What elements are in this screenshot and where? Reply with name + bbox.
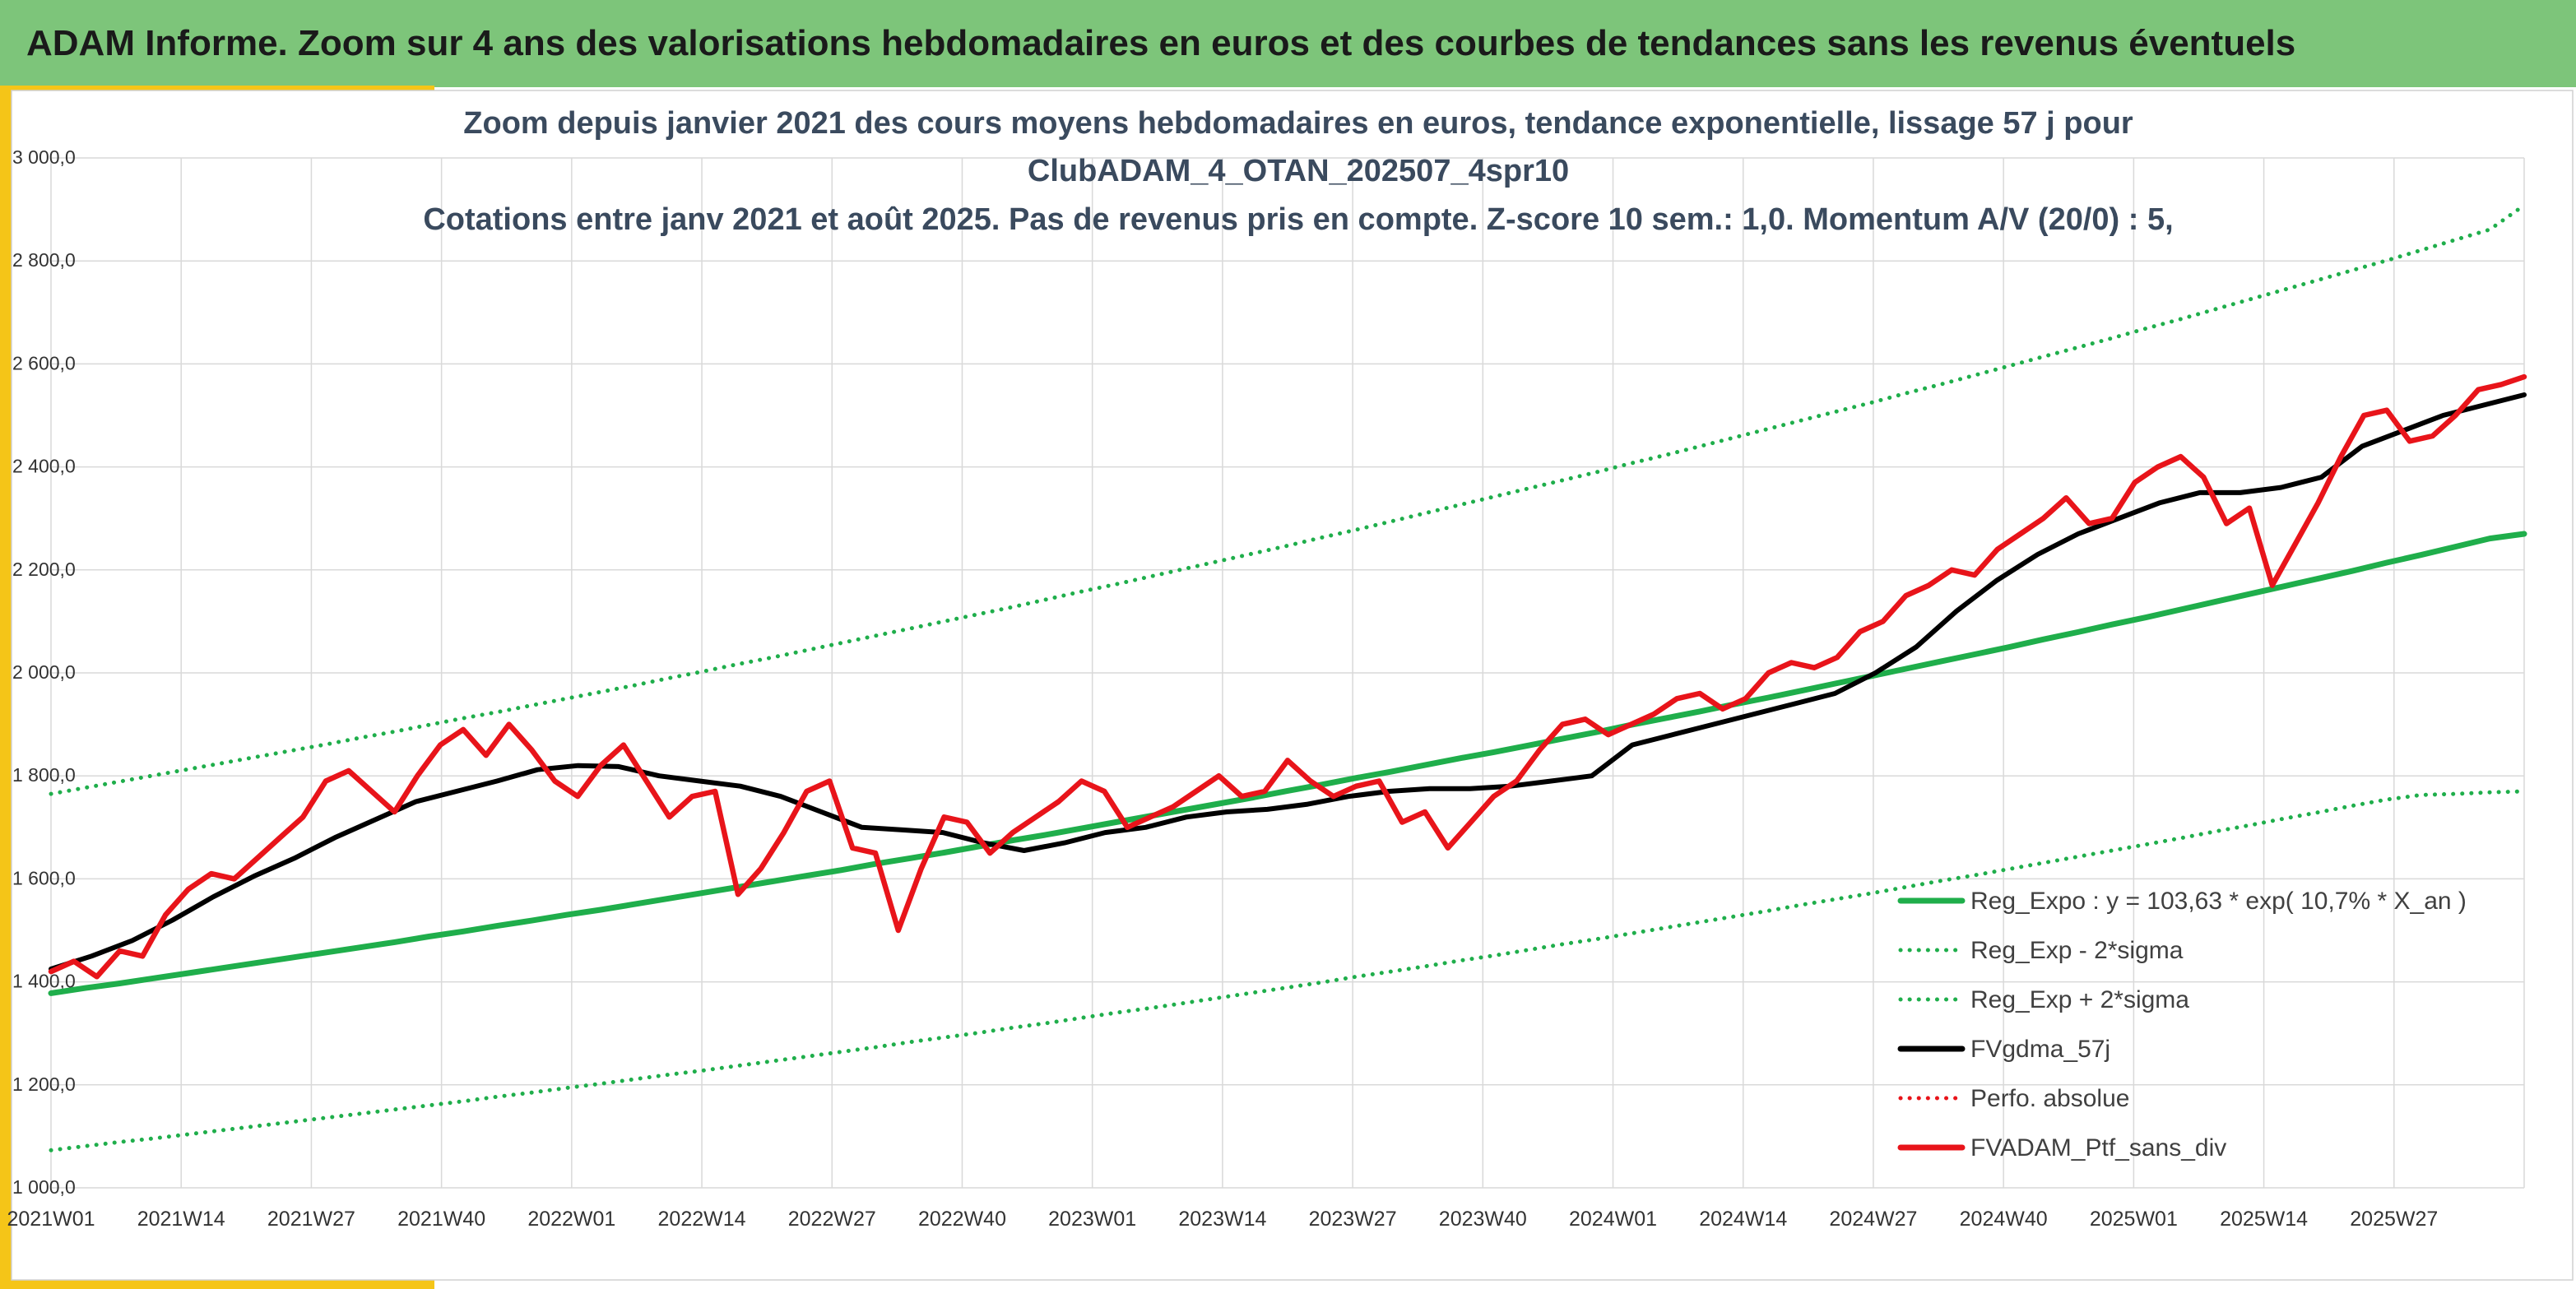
legend-label: Perfo. absolue: [1970, 1085, 2129, 1112]
x-tick-label: 2025W14: [2220, 1208, 2308, 1231]
legend-label: FVgdma_57j: [1970, 1036, 2110, 1063]
x-tick-label: 2023W40: [1439, 1208, 1527, 1231]
y-tick-label: 1 400,0: [12, 971, 76, 992]
series-line-5: [48, 373, 2527, 980]
chart-area: [11, 90, 2574, 1281]
report-banner: ADAM Informe. Zoom sur 4 ans des valoris…: [0, 0, 2576, 87]
series-line-2: [49, 203, 2527, 796]
chart-legend: Reg_Expo : y = 103,63 * exp( 10,7% * X_a…: [1897, 888, 2467, 1161]
legend-label: Reg_Exp + 2*sigma: [1970, 986, 2189, 1013]
legend-item: Reg_Expo : y = 103,63 * exp( 10,7% * X_a…: [1897, 888, 2467, 915]
chart-title-line: ClubADAM_4_OTAN_202507_4spr10: [1028, 154, 1569, 188]
y-tick-label: 1 600,0: [12, 867, 76, 888]
chart-title: Zoom depuis janvier 2021 des cours moyen…: [423, 106, 2173, 237]
x-tick-label: 2022W01: [527, 1208, 615, 1231]
legend-label: Reg_Exp - 2*sigma: [1970, 937, 2184, 964]
x-tick-label: 2024W40: [1960, 1208, 2048, 1231]
legend-item: FVgdma_57j: [1897, 1036, 2110, 1063]
x-tick-label: 2023W01: [1048, 1208, 1136, 1231]
x-axis: 2021W01 2021W14 2021W27 2021W40 2022W01 2022W…: [7, 1208, 2438, 1231]
y-tick-label: 1 200,0: [12, 1073, 76, 1095]
chart-series: [48, 203, 2527, 1152]
chart-grid: [50, 157, 2525, 1189]
x-tick-label: 2021W14: [137, 1208, 225, 1231]
x-tick-label: 2021W40: [397, 1208, 485, 1231]
legend-item: Reg_Exp - 2*sigma: [1898, 937, 2184, 964]
x-tick-label: 2024W14: [1699, 1208, 1787, 1231]
y-tick-label: 1 000,0: [12, 1176, 76, 1198]
y-tick-label: 2 200,0: [12, 559, 76, 580]
legend-label: Reg_Expo : y = 103,63 * exp( 10,7% * X_a…: [1970, 888, 2467, 915]
y-tick-label: 2 000,0: [12, 661, 76, 683]
x-tick-label: 2022W14: [658, 1208, 746, 1231]
x-tick-label: 2022W40: [918, 1208, 1006, 1231]
x-tick-label: 2023W27: [1309, 1208, 1397, 1231]
chart-title-line: Zoom depuis janvier 2021 des cours moyen…: [463, 106, 2133, 141]
x-tick-label: 2025W01: [2090, 1208, 2178, 1231]
legend-item: FVADAM_Ptf_sans_div: [1897, 1134, 2226, 1161]
x-tick-label: 2024W27: [1829, 1208, 1917, 1231]
y-tick-label: 3 000,0: [12, 146, 76, 168]
accent-strip-top: [0, 86, 434, 90]
legend-label: FVADAM_Ptf_sans_div: [1970, 1134, 2226, 1161]
x-tick-label: 2023W14: [1178, 1208, 1266, 1231]
y-tick-label: 2 400,0: [12, 456, 76, 477]
x-tick-label: 2024W01: [1569, 1208, 1657, 1231]
y-tick-label: 2 800,0: [12, 249, 76, 271]
x-tick-label: 2021W27: [267, 1208, 355, 1231]
legend-item: Perfo. absolue: [1898, 1085, 2129, 1112]
series-line-0: [48, 531, 2527, 996]
x-tick-label: 2021W01: [7, 1208, 95, 1231]
chart-title-line: Cotations entre janv 2021 et août 2025. …: [423, 202, 2173, 237]
x-tick-label: 2025W27: [2350, 1208, 2438, 1231]
legend-item: Reg_Exp + 2*sigma: [1898, 986, 2189, 1013]
y-axis: 1 000,0 1 200,0 1 400,0 1 600,0 1 800,0 2 000…: [12, 146, 76, 1198]
y-tick-label: 1 800,0: [12, 764, 76, 786]
x-tick-label: 2022W27: [788, 1208, 876, 1231]
report-banner-title: ADAM Informe. Zoom sur 4 ans des valoris…: [26, 23, 2296, 63]
series-line-1: [49, 789, 2527, 1152]
accent-strip-bottom: [0, 1280, 434, 1289]
y-tick-label: 2 600,0: [12, 352, 76, 373]
accent-strip-left: [0, 86, 12, 1289]
